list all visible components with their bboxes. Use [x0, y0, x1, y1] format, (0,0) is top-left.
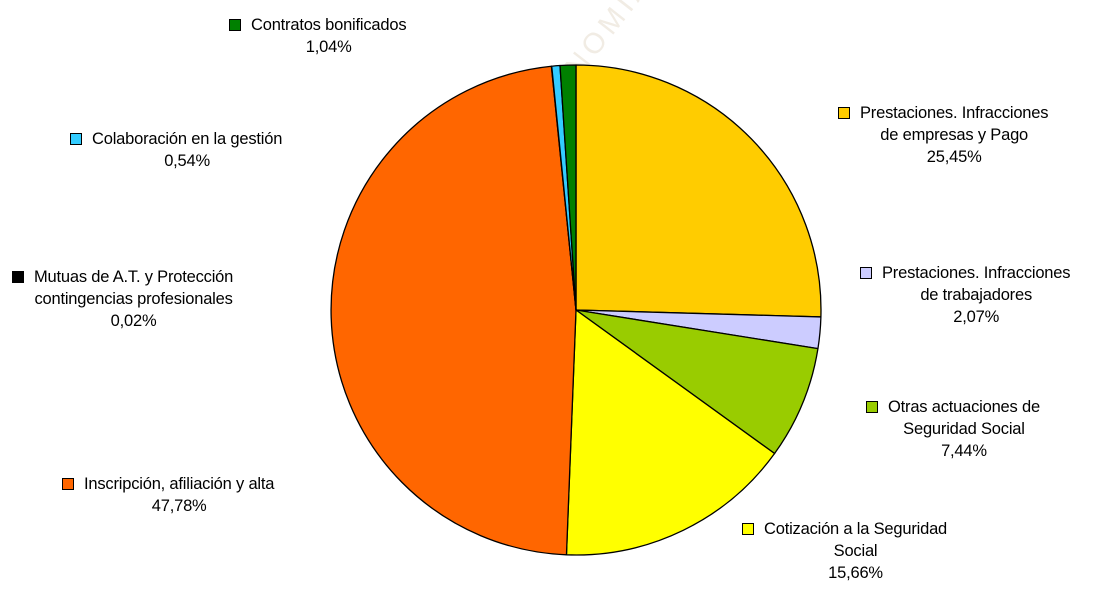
slice-percent: 0,02%: [110, 312, 157, 330]
legend-swatch: [229, 19, 241, 31]
legend-swatch: [12, 271, 24, 283]
slice-label-text: de empresas y Pago: [880, 126, 1029, 144]
pie-slice-1: [575, 64, 822, 318]
slice-label-text: Seguridad Social: [903, 420, 1025, 438]
slice-label-1: Prestaciones. Infracciones de empresas y …: [838, 102, 1049, 168]
pie-slice-5: [330, 65, 577, 556]
legend-swatch: [70, 133, 82, 145]
slice-percent: 7,44%: [941, 442, 987, 460]
slice-label-text: Contratos bonificados: [251, 16, 407, 34]
slice-label-4: Cotización a la Seguridad Social 15,66%: [742, 518, 947, 584]
slice-label-text: contingencias profesionales: [34, 290, 233, 308]
legend-swatch: [62, 478, 74, 490]
slice-label-text: Colaboración en la gestión: [92, 130, 283, 148]
slice-label-text: Otras actuaciones de: [888, 398, 1040, 416]
slice-label-text: Inscripción, afiliación y alta: [84, 475, 275, 493]
slice-label-2: Prestaciones. Infracciones de trabajadore…: [860, 262, 1071, 328]
slice-label-text: Social: [833, 542, 878, 560]
pie-slice-4: [565, 309, 776, 556]
slice-label-text: Mutuas de A.T. y Protección: [34, 268, 234, 286]
slice-percent: 25,45%: [926, 148, 982, 166]
legend-swatch: [742, 523, 754, 535]
slice-percent: 2,07%: [953, 308, 1000, 326]
slice-label-text: Cotización a la Seguridad: [764, 520, 948, 538]
slice-label-7: Colaboración en la gestión 0,54%: [70, 128, 282, 172]
legend-swatch: [838, 107, 850, 119]
slice-percent: 0,54%: [164, 152, 210, 170]
slice-label-5: Inscripción, afiliación y alta 47,78%: [62, 473, 274, 517]
slice-label-text: de trabajadores: [920, 286, 1032, 304]
slice-label-3: Otras actuaciones de Seguridad Social 7,44…: [866, 396, 1040, 462]
slice-percent: 1,04%: [305, 38, 352, 56]
slice-label-text: Prestaciones. Infracciones: [860, 104, 1049, 122]
slice-percent: 15,66%: [828, 564, 883, 582]
pie-slice-8: [559, 64, 577, 311]
slice-percent: 47,78%: [151, 497, 207, 515]
slice-label-6: Mutuas de A.T. y Protección contingencias…: [12, 266, 233, 332]
slice-label-text: Prestaciones. Infracciones: [882, 264, 1071, 282]
legend-swatch: [866, 401, 878, 413]
slice-label-8: Contratos bonificados 1,04%: [229, 14, 407, 58]
pie-slice-3: [575, 309, 819, 455]
legend-swatch: [860, 267, 872, 279]
